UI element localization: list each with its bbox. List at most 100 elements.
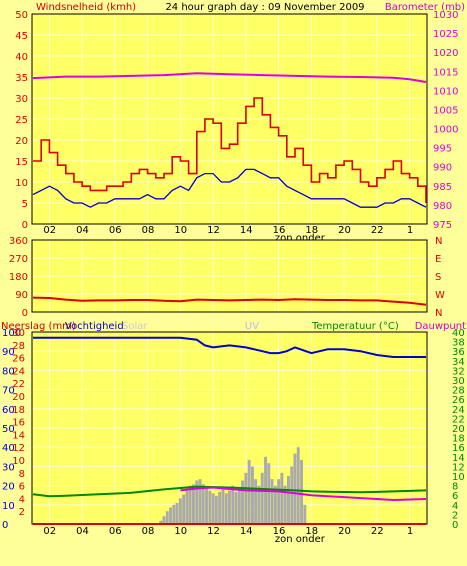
solar-bar <box>201 484 205 524</box>
temperature-tick-label: 28 <box>452 386 465 397</box>
wind-tick-label: 0 <box>22 220 28 231</box>
rain-tick-label: 2 <box>19 507 25 518</box>
x-tick-label: 04 <box>76 526 89 537</box>
temperature-tick-label: 4 <box>452 501 458 512</box>
solar-bar <box>192 484 195 524</box>
x-tick-label: 1 <box>407 526 413 537</box>
direction-tick-label: 270 <box>9 254 28 265</box>
humidity-tick-label: 80 <box>2 366 15 377</box>
solar-bar <box>228 490 231 524</box>
solar-bar <box>283 485 287 524</box>
wind-gust-series <box>33 97 427 203</box>
uv-axis-title: UV <box>245 321 259 332</box>
solar-bar <box>172 504 176 524</box>
humidity-tick-label: 100 <box>2 328 21 339</box>
solar-bar <box>224 493 228 524</box>
barometer-tick-label: 1020 <box>433 48 458 59</box>
direction-tick-label: 0 <box>22 308 28 319</box>
x-tick-label: 14 <box>240 225 253 236</box>
x-tick-label: 18 <box>305 526 318 537</box>
solar-bar <box>303 504 307 524</box>
wind-tick-label: 20 <box>15 136 28 147</box>
barometer-tick-label: 975 <box>433 220 452 231</box>
solar-bar <box>211 493 215 524</box>
humidity-tick-label: 40 <box>2 443 15 454</box>
barometer-tick-label: 1030 <box>433 10 458 21</box>
x-tick-label: 08 <box>142 526 155 537</box>
rain-tick-label: 8 <box>19 469 25 480</box>
x-tick-label: 22 <box>371 225 384 236</box>
wind-tick-label: 35 <box>15 73 28 84</box>
x-tick-label: 10 <box>174 526 187 537</box>
temperature-tick-label: 32 <box>452 366 465 377</box>
x-tick-label: 18 <box>305 225 318 236</box>
barometer-axis-title: Barometer (mb) <box>385 2 465 13</box>
wind-tick-label: 50 <box>15 10 28 21</box>
solar-bar <box>208 490 212 524</box>
solar-bar <box>198 479 202 524</box>
barometer-tick-label: 1025 <box>433 29 458 40</box>
temperature-tick-label: 34 <box>452 357 465 368</box>
compass-label: N <box>435 308 442 319</box>
wind-tick-label: 40 <box>15 52 28 63</box>
x-tick-label: 08 <box>142 225 155 236</box>
solar-bar <box>290 466 294 524</box>
temperature-tick-label: 22 <box>452 414 465 425</box>
wind-tick-label: 45 <box>15 31 28 42</box>
temperature-tick-label: 36 <box>452 347 465 358</box>
x-tick-label: 20 <box>338 225 351 236</box>
solar-bar <box>195 480 199 524</box>
solar-bar <box>237 486 241 524</box>
solar-bar <box>270 479 274 524</box>
rain-tick-label: 26 <box>12 354 25 365</box>
solar-bar <box>159 520 163 524</box>
humidity-tick-label: 10 <box>2 501 15 512</box>
rain-tick-label: 6 <box>19 482 25 493</box>
humidity-tick-label: 70 <box>2 386 15 397</box>
solar-bar <box>218 492 222 524</box>
temperature-tick-label: 0 <box>452 520 458 531</box>
x-tick-label: 12 <box>207 225 220 236</box>
solar-bar <box>165 511 169 524</box>
wind-axis-title: Windsnelheid (kmh) <box>36 2 136 13</box>
x-tick-label: 10 <box>174 225 187 236</box>
solar-bar <box>251 466 254 524</box>
x-tick-label: 1 <box>407 225 413 236</box>
barometer-tick-label: 990 <box>433 163 452 174</box>
wind-tick-label: 15 <box>15 157 28 168</box>
rain-tick-label: 22 <box>12 379 25 390</box>
rain-tick-label: 10 <box>12 456 25 467</box>
rain-tick-label: 12 <box>12 443 25 454</box>
rain-tick-label: 28 <box>12 341 25 352</box>
direction-tick-label: 360 <box>9 236 28 247</box>
solar-bar <box>241 480 244 524</box>
x-tick-label: 16 <box>273 225 286 236</box>
solar-bar <box>162 516 166 524</box>
solar-bar <box>247 460 251 524</box>
direction-tick-label: 90 <box>15 290 28 301</box>
solar-bar <box>234 492 238 524</box>
rain-tick-label: 4 <box>19 494 25 505</box>
x-tick-label: 22 <box>371 526 384 537</box>
solar-bar <box>257 485 261 524</box>
solar-axis-title: Solar <box>122 321 148 332</box>
temperature-tick-label: 24 <box>452 405 465 416</box>
barometer-tick-label: 995 <box>433 144 452 155</box>
sunset-marker: zon onder <box>275 534 326 545</box>
temperature-tick-label: 2 <box>452 510 458 521</box>
solar-bar <box>244 472 248 524</box>
solar-bar <box>205 488 208 524</box>
temperature-tick-label: 16 <box>452 443 465 454</box>
temperature-tick-label: 38 <box>452 338 465 349</box>
wind-average-series <box>32 168 427 208</box>
solar-bar <box>277 479 281 524</box>
x-tick-label: 16 <box>273 526 286 537</box>
compass-label: S <box>435 272 441 283</box>
x-tick-label: 06 <box>109 225 122 236</box>
solar-bar <box>178 498 182 524</box>
barometer-tick-label: 1000 <box>433 125 458 136</box>
temperature-tick-label: 40 <box>452 328 465 339</box>
humidity-tick-label: 90 <box>2 347 15 358</box>
wind-tick-label: 5 <box>22 199 28 210</box>
